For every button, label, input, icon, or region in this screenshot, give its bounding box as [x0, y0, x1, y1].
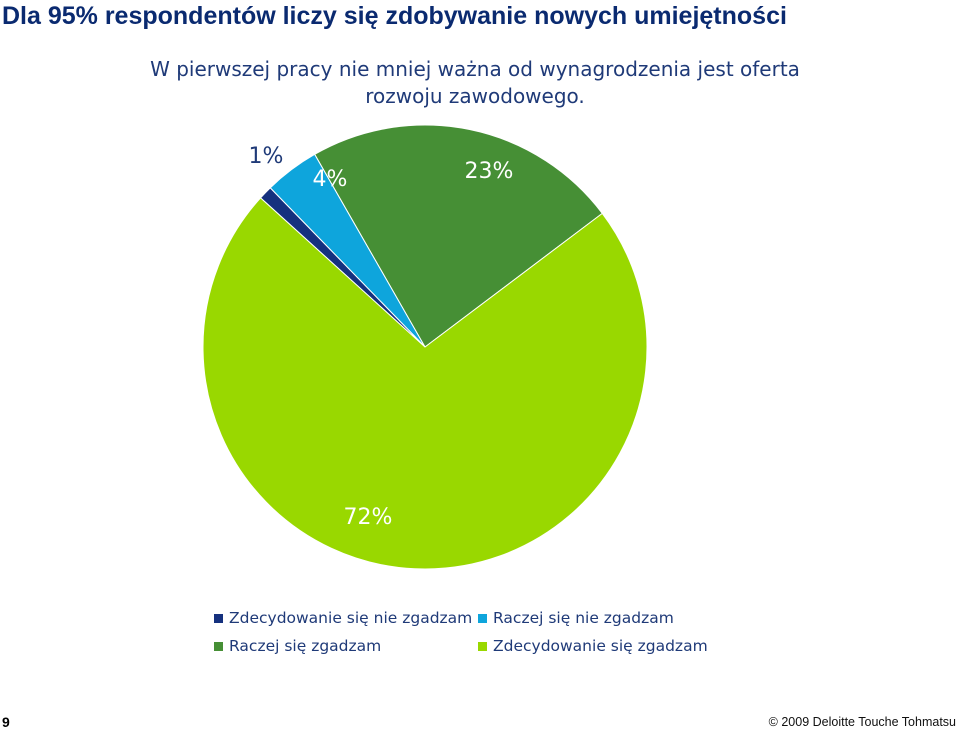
chart-legend: Zdecydowanie się nie zgadzam Raczej się …	[214, 609, 734, 665]
legend-swatch	[214, 641, 223, 651]
legend-item: Zdecydowanie się zgadzam	[478, 637, 708, 655]
data-label: 72%	[344, 505, 393, 530]
legend-label: Raczej się zgadzam	[229, 637, 382, 655]
legend-swatch	[478, 641, 487, 651]
legend-item: Raczej się nie zgadzam	[478, 609, 674, 627]
legend-swatch	[214, 613, 223, 623]
legend-swatch	[478, 613, 487, 623]
legend-item: Zdecydowanie się nie zgadzam	[214, 609, 472, 627]
legend-item: Raczej się zgadzam	[214, 637, 381, 655]
legend-label: Zdecydowanie się nie zgadzam	[229, 609, 473, 627]
pie-slice	[202, 197, 648, 570]
data-label: 23%	[465, 159, 514, 184]
chart-title: W pierwszej pracy nie mniej ważna od wyn…	[150, 57, 800, 108]
data-label: 4%	[313, 167, 348, 192]
data-label: 1%	[249, 144, 284, 169]
pie-slice	[313, 124, 603, 348]
copyright: © 2009 Deloitte Touche Tohmatsu	[768, 715, 956, 729]
legend-label: Zdecydowanie się zgadzam	[493, 637, 708, 655]
slide-title: Dla 95% respondentów liczy się zdobywani…	[2, 2, 787, 30]
legend-label: Raczej się nie zgadzam	[493, 609, 674, 627]
page-number: 9	[2, 714, 10, 730]
